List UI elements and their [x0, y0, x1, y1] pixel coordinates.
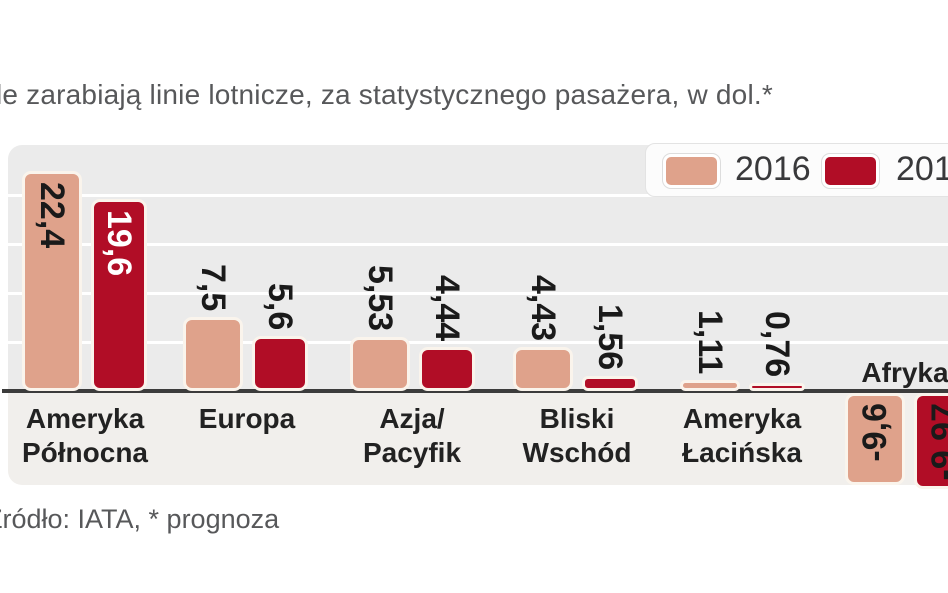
bar-2017-azja-pacyfik	[419, 347, 475, 391]
category-label-afryka: Afryka	[845, 356, 948, 390]
source-note: Źródło: IATA, * prognoza	[0, 504, 280, 534]
category-label-band	[8, 393, 948, 485]
bar-2016-ameryka-lacinska	[680, 380, 740, 391]
category-line: Łacińska	[682, 437, 802, 468]
legend-swatch-2016	[662, 153, 721, 189]
bar-2016-azja-pacyfik	[350, 337, 410, 391]
value-label-2017-ameryka-lacinska: 0,76	[758, 310, 796, 377]
category-line: Bliski	[539, 403, 615, 434]
category-line: Wschód	[522, 437, 632, 468]
category-label-europa: Europa	[167, 402, 327, 436]
legend-label-2017: 2017	[896, 150, 948, 188]
category-line: Północna	[21, 437, 148, 468]
category-line: Afryka	[861, 357, 948, 388]
category-line: Ameryka	[25, 403, 145, 434]
category-label-bliski-wschod: Bliski Wschód	[497, 402, 657, 470]
bar-2017-ameryka-polnocna	[91, 199, 147, 391]
value-label-2017-bliski-wschod: 1,56	[591, 303, 629, 370]
value-label-2016-azja-pacyfik: 5,53	[361, 264, 399, 331]
bar-2016-afryka	[845, 393, 905, 485]
legend-swatch-2017	[821, 153, 880, 189]
bar-2017-ameryka-lacinska	[749, 383, 805, 391]
value-label-2016-afryka: -9,6	[856, 403, 894, 462]
category-label-ameryka-polnocna: Ameryka Północna	[5, 402, 165, 470]
bar-2016-ameryka-polnocna	[22, 171, 82, 391]
value-label-2016-ameryka-lacinska: 1,11	[691, 309, 729, 374]
category-label-ameryka-lacinska: Ameryka Łacińska	[662, 402, 822, 470]
category-label-azja-pacyfik: Azja/ Pacyfik	[332, 402, 492, 470]
gridline-20	[8, 194, 948, 197]
gridline-5	[8, 341, 948, 344]
chart-title: Ile zarabiają linie lotnicze, za statyst…	[0, 79, 773, 110]
category-line: Azja/	[379, 403, 445, 434]
value-label-2016-ameryka-polnocna: 22,4	[33, 182, 71, 249]
value-label-2016-bliski-wschod: 4,43	[524, 274, 562, 341]
zero-axis-line	[2, 389, 948, 393]
value-label-2017-europa: 5,6	[261, 282, 299, 330]
gridline-15	[8, 243, 948, 246]
value-label-2016-europa: 7,5	[194, 263, 232, 311]
category-line: Pacyfik	[362, 437, 462, 468]
category-line: Europa	[198, 403, 296, 434]
legend-label-2016: 2016	[735, 150, 811, 188]
bar-2017-bliski-wschod	[582, 376, 638, 391]
value-label-2017-afryka: -9,97	[925, 403, 948, 481]
value-label-2017-ameryka-polnocna: 19,6	[100, 210, 138, 277]
gridline-10	[8, 292, 948, 295]
value-label-2017-azja-pacyfik: 4,44	[428, 274, 466, 341]
category-line: Ameryka	[682, 403, 802, 434]
bar-2017-europa	[252, 336, 308, 391]
bar-2016-europa	[183, 317, 243, 391]
bar-2016-bliski-wschod	[513, 347, 573, 391]
bar-2017-afryka	[914, 393, 948, 489]
